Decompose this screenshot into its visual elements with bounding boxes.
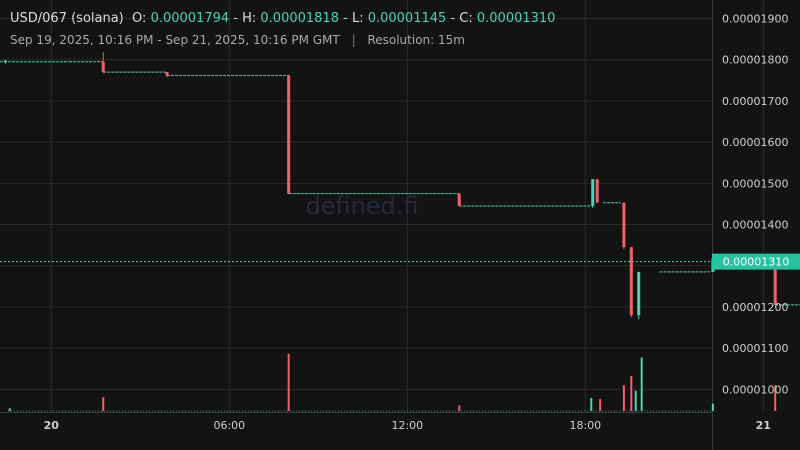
volume-bar <box>8 408 11 411</box>
high-value: 0.00001818 <box>260 11 339 26</box>
ohlc-header: USD/067 (solana) O: 0.00001794 - H: 0.00… <box>10 11 556 26</box>
close-value: 0.00001310 <box>476 11 556 26</box>
y-tick-label: 0.00001000 <box>722 383 788 396</box>
open-label: O: <box>132 11 147 26</box>
y-tick-label: 0.00001600 <box>722 136 788 149</box>
volume-bar <box>640 357 643 411</box>
candles <box>3 52 777 320</box>
y-tick-label: 0.00001100 <box>722 342 788 355</box>
volume-bar <box>102 397 105 411</box>
price-segments <box>0 61 800 306</box>
volume-bars <box>8 353 777 412</box>
watermark: defined.fi <box>305 192 418 220</box>
x-tick-label: 20 <box>44 419 60 432</box>
open-value: 0.00001794 <box>150 11 230 26</box>
low-label: L: <box>351 11 364 26</box>
candle-body <box>629 247 633 316</box>
candle-body <box>287 75 291 194</box>
last-price-label: 0.00001310 <box>723 256 789 269</box>
candle-body <box>591 179 595 206</box>
symbol-label: USD/067 (solana) <box>10 11 124 26</box>
candle-body <box>457 193 461 206</box>
y-tick-label: 0.00001900 <box>722 13 788 26</box>
y-tick-label: 0.00001400 <box>722 219 788 232</box>
candle-body <box>622 202 626 248</box>
resolution-label: Resolution: 15m <box>367 33 465 47</box>
candle-body <box>773 258 777 305</box>
candle-body <box>165 72 169 76</box>
candle-body <box>3 60 7 62</box>
volume-bar <box>711 403 714 411</box>
low-value: 0.00001145 <box>367 11 447 26</box>
close-label: C: <box>459 11 473 26</box>
x-tick-label: 21 <box>756 419 771 432</box>
volume-bar <box>287 353 290 411</box>
volume-bar <box>634 390 637 411</box>
y-tick-label: 0.00001500 <box>722 177 788 190</box>
date-range: Sep 19, 2025, 10:16 PM - Sep 21, 2025, 1… <box>10 33 340 47</box>
volume-bar <box>458 405 461 411</box>
high-label: H: <box>242 11 257 26</box>
volume-bar <box>599 399 602 411</box>
volume-bar <box>590 398 593 411</box>
x-tick-label: 12:00 <box>391 419 423 432</box>
header-separator: | <box>351 33 356 47</box>
volume-bar <box>622 385 625 411</box>
y-tick-label: 0.00001200 <box>722 301 788 314</box>
y-axis: 0.00001900 0.00001800 0.00001700 0.00001600… <box>722 13 788 397</box>
candle-body <box>101 61 105 73</box>
y-tick-label: 0.00001700 <box>722 95 788 108</box>
volume-bar <box>774 385 777 411</box>
y-tick-label: 0.00001800 <box>722 54 788 67</box>
range-header: Sep 19, 2025, 10:16 PM - Sep 21, 2025, 1… <box>10 33 465 47</box>
candle-body <box>637 271 641 316</box>
x-tick-label: 06:00 <box>213 419 245 432</box>
volume-bar <box>630 375 633 411</box>
candle-body <box>595 179 599 203</box>
x-tick-label: 18:00 <box>569 419 601 432</box>
last-price-tag: 0.00001310 <box>712 253 800 270</box>
